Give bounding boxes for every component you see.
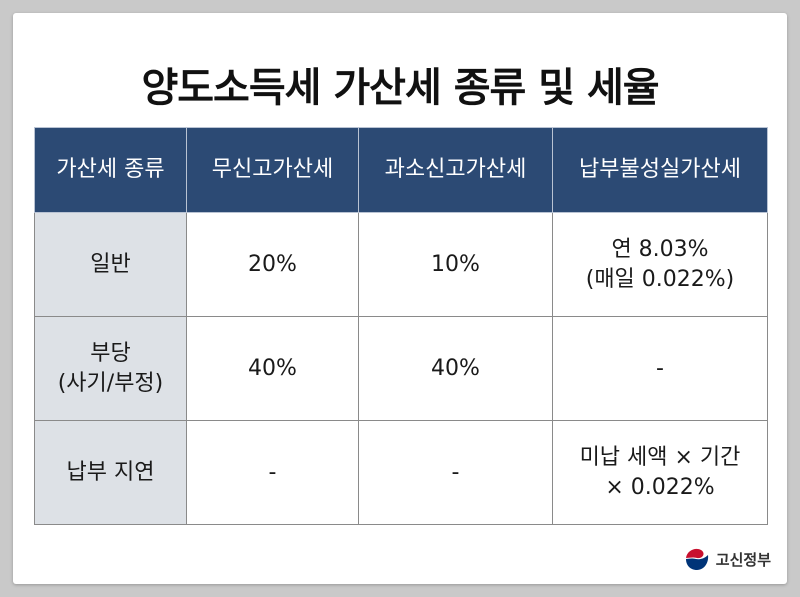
- page-title: 양도소득세 가산세 종류 및 세율: [141, 65, 659, 111]
- slide-card: 양도소득세 가산세 종류 및 세율 가산세 종류 무신고가산세 과소신고가산세 …: [13, 13, 787, 584]
- cell-line: -: [268, 459, 277, 485]
- table-cell: -: [552, 316, 768, 421]
- row-label-line: (사기/부정): [57, 370, 164, 396]
- cell-line: 연 8.03%: [611, 236, 709, 262]
- table-cell: 10%: [358, 212, 553, 317]
- government-emblem-icon: [684, 547, 709, 571]
- cell-line: (매일 0.022%): [585, 266, 735, 292]
- cell-line: 20%: [248, 251, 297, 277]
- row-label: 납부 지연: [34, 420, 187, 525]
- cell-line: -: [656, 355, 664, 381]
- tax-rate-table: 가산세 종류 무신고가산세 과소신고가산세 납부불성실가산세 일반 20% 10…: [34, 127, 768, 525]
- cell-line: 10%: [431, 251, 480, 277]
- table-row-general: 일반 20% 10% 연 8.03% (매일 0.022%): [34, 212, 768, 317]
- cell-line: × 0.022%: [605, 474, 715, 500]
- table-cell: -: [358, 420, 553, 525]
- row-label: 일반: [34, 212, 187, 317]
- row-label-line: 부당: [90, 340, 131, 366]
- row-label: 부당 (사기/부정): [34, 316, 187, 421]
- cell-line: -: [451, 459, 460, 485]
- header-cell-no-filing: 무신고가산세: [186, 127, 359, 213]
- row-label-line: 일반: [90, 251, 131, 277]
- cell-line: 미납 세액 × 기간: [579, 444, 741, 470]
- logo-text: 고신정부: [715, 550, 771, 569]
- row-label-line: 납부 지연: [66, 459, 155, 485]
- header-cell-late-payment: 납부불성실가산세: [552, 127, 768, 213]
- cell-line: 40%: [248, 355, 297, 381]
- table-cell: 미납 세액 × 기간 × 0.022%: [552, 420, 768, 525]
- header-cell-type: 가산세 종류: [34, 127, 187, 213]
- table-cell: 연 8.03% (매일 0.022%): [552, 212, 768, 317]
- table-cell: 20%: [186, 212, 359, 317]
- header-cell-under-reporting: 과소신고가산세: [358, 127, 553, 213]
- table-row-late-payment: 납부 지연 - - 미납 세액 × 기간 × 0.022%: [34, 420, 768, 525]
- government-logo: 고신정부: [684, 546, 771, 572]
- table-cell: 40%: [186, 316, 359, 421]
- table-header-row: 가산세 종류 무신고가산세 과소신고가산세 납부불성실가산세: [34, 127, 768, 213]
- table-cell: -: [186, 420, 359, 525]
- table-row-fraudulent: 부당 (사기/부정) 40% 40% -: [34, 316, 768, 421]
- cell-line: 40%: [431, 355, 480, 381]
- table-cell: 40%: [358, 316, 553, 421]
